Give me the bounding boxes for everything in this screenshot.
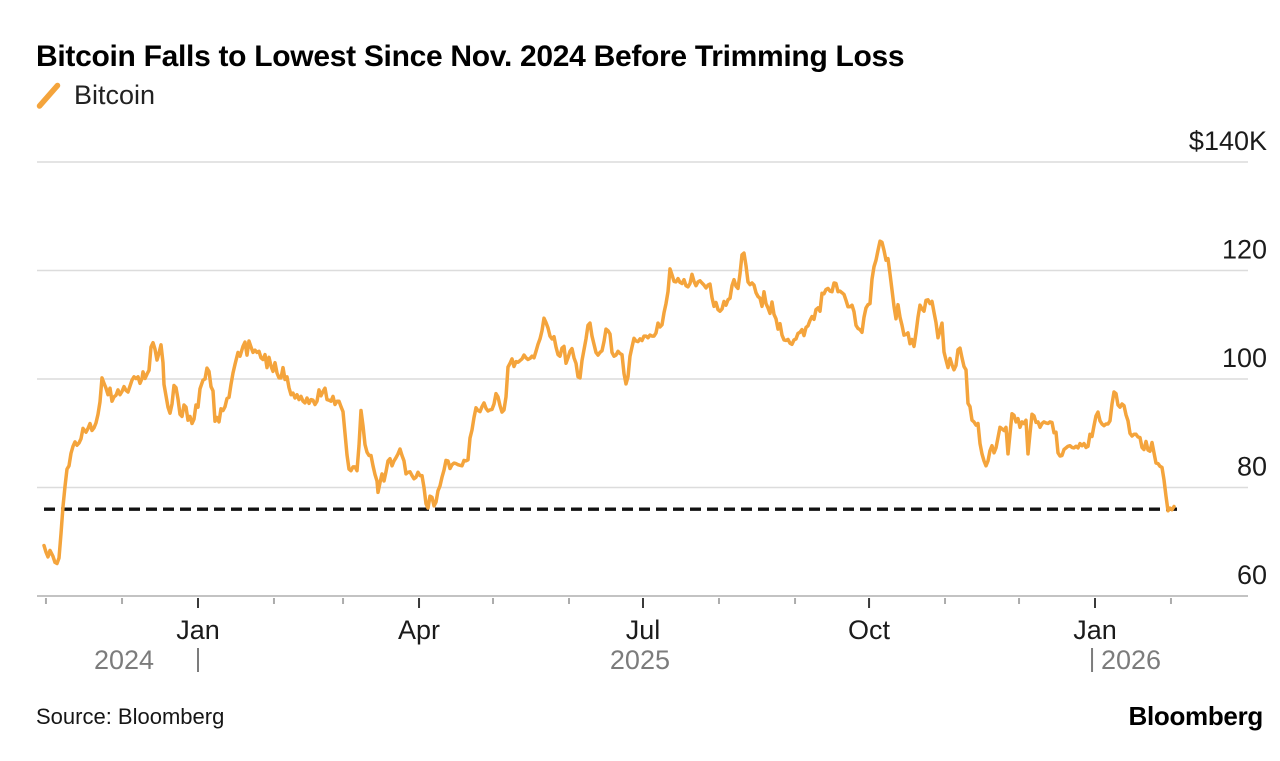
y-axis-label: 120 [1222, 235, 1267, 265]
source-credit: Source: Bloomberg [36, 704, 225, 729]
x-axis-month-label: Jan [176, 615, 220, 645]
x-axis-year-label: 2026 [1101, 645, 1161, 675]
x-axis-month-label: Jul [626, 615, 661, 645]
bloomberg-logo: Bloomberg [1128, 701, 1263, 731]
x-axis-month-label: Apr [398, 615, 440, 645]
legend-label-bitcoin: Bitcoin [74, 80, 156, 110]
y-axis-label: 80 [1237, 452, 1267, 482]
bitcoin-price-line [42, 239, 1176, 566]
x-axis-month-label: Oct [848, 615, 891, 645]
x-axis-year-label: 2024 [94, 645, 154, 675]
x-axis-year-label: 2025 [610, 645, 670, 675]
bitcoin-series-swatch-icon [36, 82, 61, 109]
y-axis-label: 60 [1237, 560, 1267, 590]
legend: Bitcoin [36, 80, 155, 111]
chart-title: Bitcoin Falls to Lowest Since Nov. 2024 … [36, 40, 905, 74]
y-axis-label: $140K [1189, 126, 1267, 156]
y-axis-label: 100 [1222, 343, 1267, 373]
x-axis-month-label: Jan [1073, 615, 1117, 645]
